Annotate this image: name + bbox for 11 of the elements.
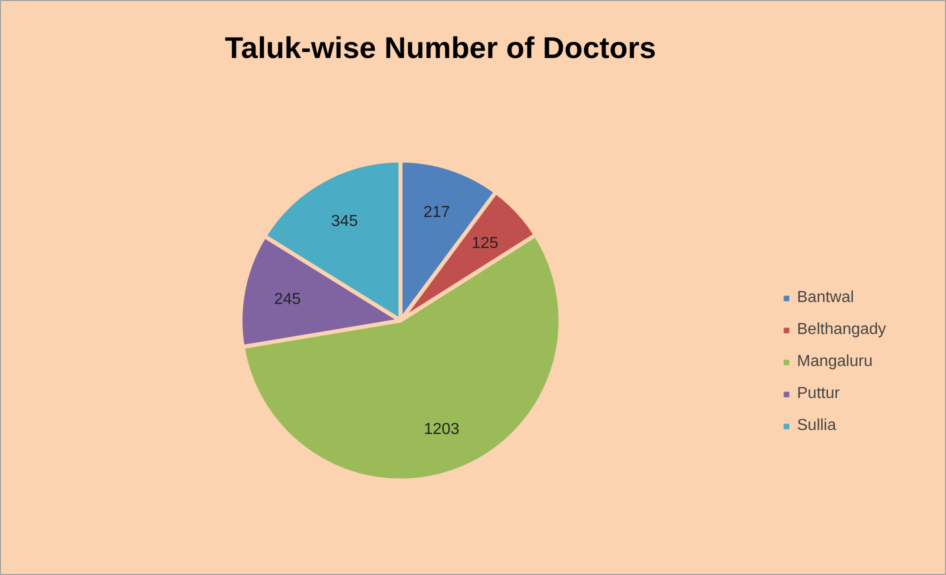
data-label: 1203 <box>424 421 460 438</box>
legend-label: Bantwal <box>797 289 854 307</box>
legend-label: Sullia <box>797 417 836 435</box>
data-label: 345 <box>331 212 358 230</box>
data-label: 217 <box>423 204 450 222</box>
chart-title: Taluk-wise Number of Doctors <box>224 32 656 65</box>
legend-label: Belthangady <box>797 321 886 339</box>
data-label: 245 <box>274 291 301 308</box>
legend-label: Puttur <box>797 385 840 403</box>
data-label: 125 <box>472 235 498 252</box>
legend-label: Mangaluru <box>797 353 873 371</box>
